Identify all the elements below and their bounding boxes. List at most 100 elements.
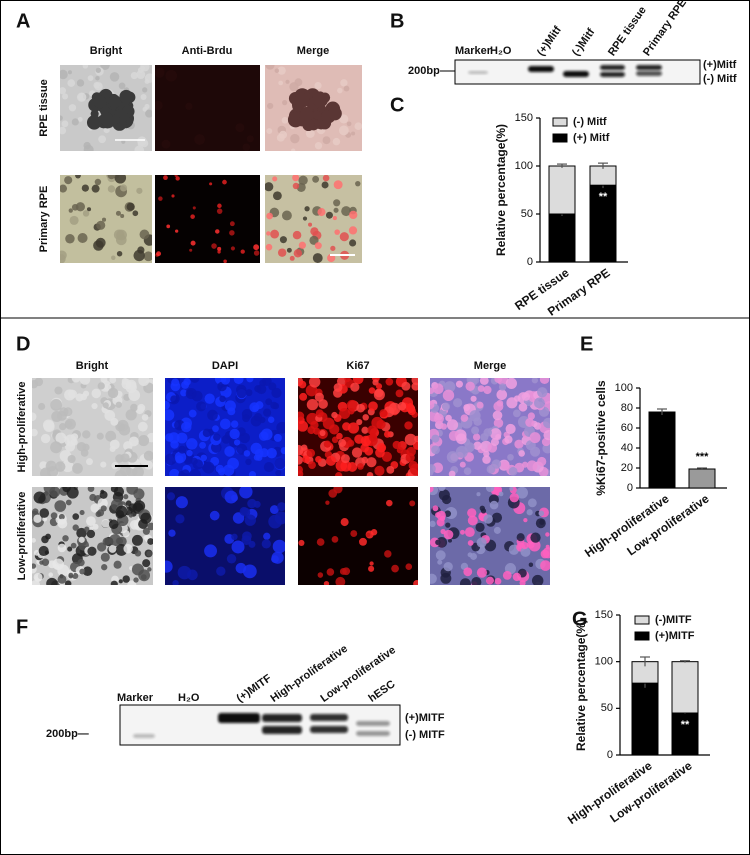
legend-label: (+) Mitf [573, 132, 610, 144]
cell [309, 235, 319, 245]
cell [545, 532, 550, 537]
cell [96, 220, 106, 230]
cell [537, 456, 547, 467]
cell [321, 181, 329, 189]
cell [121, 379, 132, 390]
cell [271, 387, 282, 398]
cell [317, 208, 326, 217]
lane-label: Marker [455, 45, 492, 57]
column-header: Merge [474, 360, 506, 372]
cell [512, 572, 522, 582]
cell [433, 413, 444, 424]
cell [95, 511, 102, 518]
cell-cluster [312, 110, 322, 120]
panel-label: E [580, 333, 593, 355]
cell [521, 392, 531, 401]
cell [118, 579, 123, 584]
cell [322, 136, 331, 145]
cell [65, 499, 72, 506]
cell [298, 175, 308, 186]
cell [490, 438, 500, 447]
cell [292, 230, 302, 240]
cell [155, 100, 163, 111]
cell [202, 461, 215, 474]
cell [147, 567, 152, 572]
cell [138, 435, 150, 447]
cell [39, 461, 48, 470]
cell [95, 67, 102, 73]
y-tick-label: 100 [515, 160, 533, 172]
cell [333, 383, 343, 392]
cell [180, 389, 188, 397]
cell [298, 241, 306, 249]
cell [526, 460, 538, 472]
cell [476, 537, 487, 548]
cell [529, 432, 541, 444]
cell [331, 436, 339, 444]
band-label: (+)MITF [405, 712, 445, 724]
cell [266, 212, 273, 220]
cell [107, 175, 116, 180]
cell [360, 435, 372, 447]
cell [274, 68, 280, 73]
cell [130, 72, 138, 80]
cell [119, 465, 131, 476]
cell [266, 128, 273, 135]
y-tick-label: 150 [515, 112, 533, 124]
cell [443, 561, 453, 572]
cell [85, 458, 93, 466]
cell [64, 176, 73, 185]
cell [341, 206, 352, 217]
cell [213, 433, 221, 441]
cell [440, 423, 447, 430]
cell [100, 505, 107, 512]
cell [133, 488, 145, 500]
cell [32, 380, 39, 389]
cell [61, 120, 69, 128]
micrograph [430, 487, 550, 585]
cell [202, 428, 212, 438]
cell [226, 554, 237, 564]
cell [491, 459, 502, 469]
cell [431, 445, 440, 455]
cell [120, 184, 128, 192]
cell [165, 69, 178, 82]
cell [278, 80, 284, 86]
row-label: High-proliferative [16, 381, 28, 472]
cell [33, 491, 46, 504]
cell [265, 182, 274, 192]
micrograph-bg [155, 175, 260, 263]
cell [136, 70, 146, 80]
bar-segment [671, 712, 699, 756]
cell [467, 540, 474, 546]
cell [120, 213, 125, 219]
cell [270, 401, 278, 410]
cell [325, 455, 337, 466]
cell [351, 131, 356, 136]
legend-swatch [634, 615, 650, 625]
cell [479, 378, 489, 385]
cell [444, 510, 452, 518]
lane-label: H₂O [490, 45, 512, 57]
cell [86, 529, 96, 539]
cell [406, 402, 414, 410]
cell [91, 184, 100, 193]
cell [45, 533, 51, 540]
cell [71, 378, 81, 383]
gel [119, 704, 401, 746]
cell [329, 424, 340, 435]
cell [57, 574, 67, 584]
gel-band [310, 714, 348, 721]
cell [32, 508, 39, 515]
cell [136, 187, 143, 194]
cell [186, 449, 193, 457]
lane-label: (-)Mitf [570, 26, 598, 58]
cell [33, 514, 42, 523]
cell [131, 563, 144, 576]
column-header: DAPI [212, 360, 238, 372]
cell [343, 85, 350, 92]
cell [460, 414, 469, 422]
bar-segment [631, 682, 659, 756]
cell [108, 519, 119, 530]
